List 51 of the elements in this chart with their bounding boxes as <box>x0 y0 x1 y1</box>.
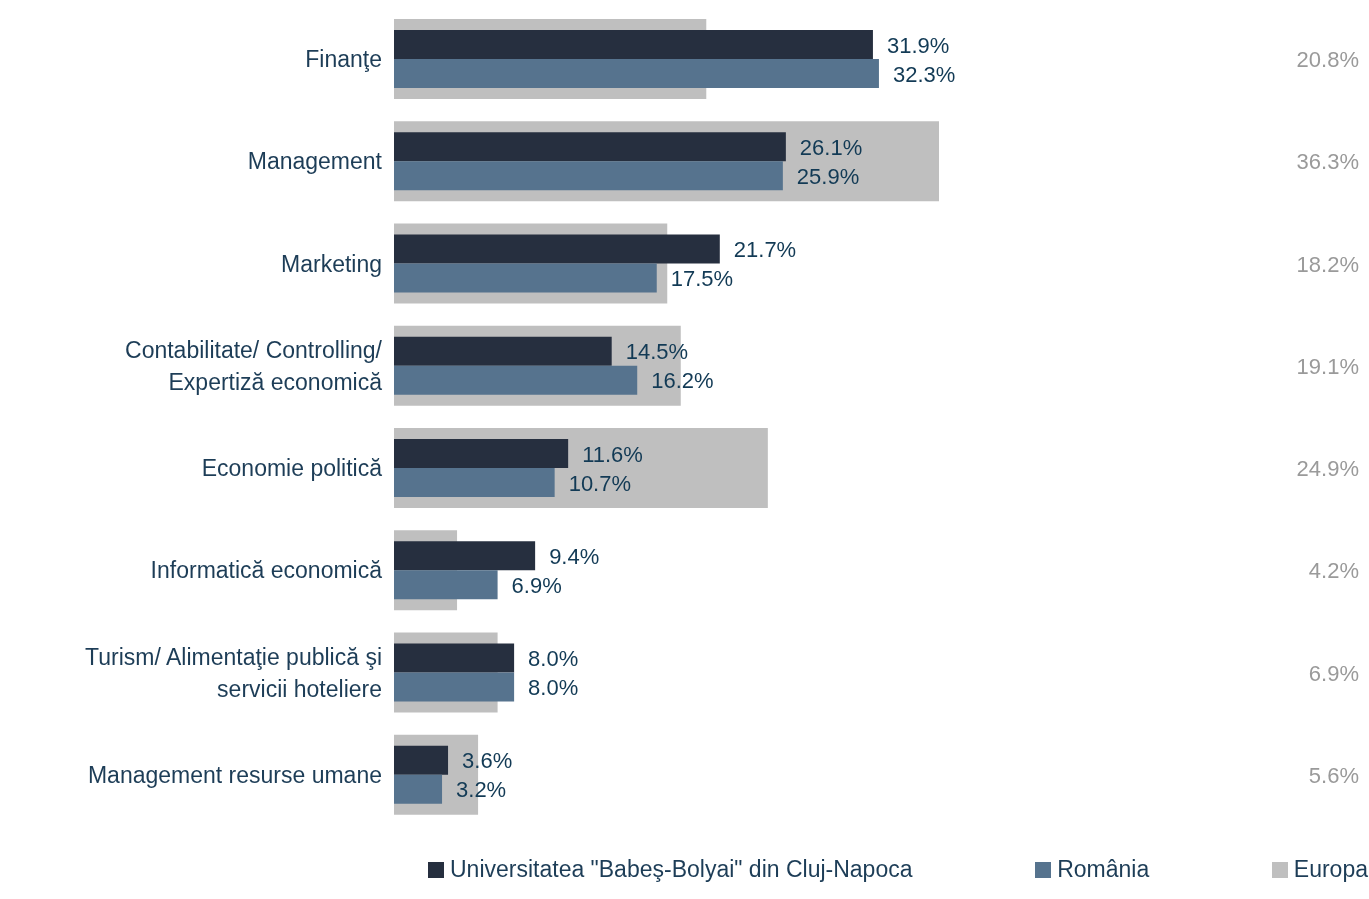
data-label: 9.4% <box>549 543 600 569</box>
data-label: 14.5% <box>625 339 689 365</box>
data-label: 3.6% <box>462 748 513 774</box>
y-tick-label: Management resurse umane <box>87 761 382 788</box>
data-label: 6.9% <box>1308 660 1359 686</box>
legend-label: Europa <box>1292 856 1368 883</box>
data-label: 24.9% <box>1296 456 1359 481</box>
data-label: 21.7% <box>733 237 797 262</box>
bar <box>394 161 783 191</box>
y-tick-label: Turism/ Alimentaţie publică şi servicii hoteliere <box>85 643 382 702</box>
bar <box>394 672 515 702</box>
bar <box>394 643 515 673</box>
data-label: 17.5% <box>670 266 734 291</box>
data-label: 11.6% <box>582 441 643 467</box>
data-label: 19.1% <box>1296 353 1359 379</box>
bar <box>394 468 555 497</box>
data-label: 20.8% <box>1296 47 1359 72</box>
legend-label: România <box>1056 856 1150 883</box>
data-label: 3.2% <box>456 777 507 803</box>
bar <box>394 30 873 59</box>
bar <box>394 132 786 162</box>
bar <box>394 570 498 600</box>
data-label: 8.0% <box>528 646 579 671</box>
data-label: 31.9% <box>886 32 950 58</box>
data-label: 6.9% <box>511 572 562 598</box>
y-tick-label: Contabilitate/ Controlling/ Expertiză economică <box>125 336 383 395</box>
data-label: 8.0% <box>528 675 579 700</box>
bar <box>394 774 443 804</box>
y-tick-label: Marketing <box>281 250 382 277</box>
bar <box>394 365 638 395</box>
bar <box>394 745 449 775</box>
data-label: 18.2% <box>1296 251 1359 277</box>
data-label: 10.7% <box>568 470 632 496</box>
data-label: 26.1% <box>799 134 863 160</box>
bar <box>394 263 657 293</box>
y-tick-label: Economie politică <box>201 455 383 482</box>
data-label: 36.3% <box>1296 149 1359 175</box>
data-label: 32.3% <box>892 61 956 87</box>
data-label: 16.2% <box>651 368 714 394</box>
y-tick-label: Informatică economică <box>150 557 383 584</box>
y-tick-label: Management <box>247 148 383 175</box>
data-label: 4.2% <box>1308 558 1359 584</box>
data-label: 25.9% <box>796 163 860 189</box>
bar <box>394 541 536 571</box>
bar <box>394 439 569 468</box>
bar <box>394 234 720 264</box>
bar <box>394 336 612 366</box>
y-tick-label: Finanţe <box>305 46 382 73</box>
legend-label: Universitatea "Babeş-Bolyai" din Cluj-Napoca <box>449 856 913 883</box>
data-label: 5.6% <box>1308 762 1359 788</box>
bar <box>394 59 879 88</box>
